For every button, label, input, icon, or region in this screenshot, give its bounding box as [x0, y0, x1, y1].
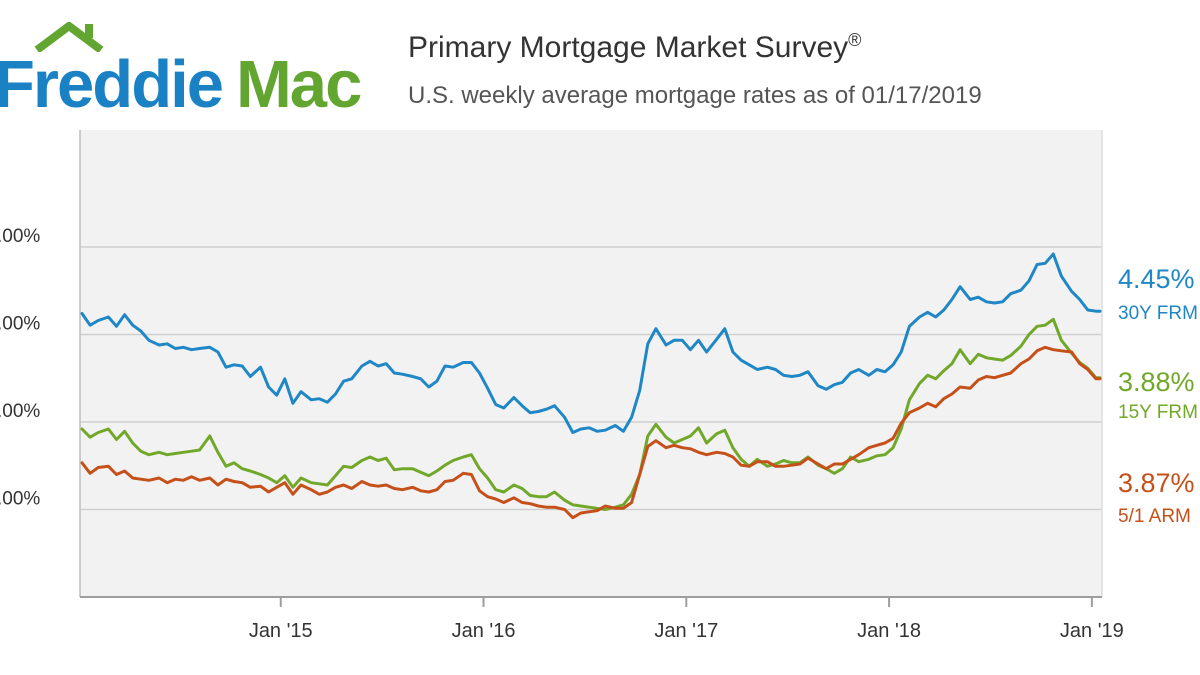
series-end-label-15y: 15Y FRM — [1118, 402, 1198, 423]
house-roof-icon — [34, 22, 104, 52]
plot-area — [80, 130, 1102, 597]
y-tick-label: .00% — [0, 401, 40, 422]
series-line-15y — [80, 317, 1102, 511]
series-end-value-30y: 4.45% — [1118, 264, 1195, 294]
freddie-mac-logo: Freddie Mac — [0, 14, 370, 120]
logo-word-freddie: Freddie — [0, 47, 224, 122]
logo-wordmark: Freddie Mac — [0, 47, 362, 122]
series-end-value-15y: 3.88% — [1118, 367, 1195, 397]
chart-title: Primary Mortgage Market Survey® — [408, 30, 861, 65]
x-tick-label: Jan '17 — [654, 620, 718, 642]
x-tick-label: Jan '16 — [452, 620, 516, 642]
series-end-label-arm: 5/1 ARM — [1118, 506, 1191, 527]
y-tick-label: .00% — [0, 226, 40, 247]
series-line-30y — [80, 252, 1102, 434]
x-tick-label: Jan '18 — [857, 620, 921, 642]
series-end-label-30y: 30Y FRM — [1118, 303, 1198, 324]
series-end-value-arm: 3.87% — [1118, 468, 1195, 498]
y-tick-label: .00% — [0, 489, 40, 510]
chart-subtitle: U.S. weekly average mortgage rates as of… — [408, 82, 982, 109]
registered-mark: ® — [848, 30, 862, 50]
series-line-arm — [80, 345, 1102, 520]
chart-title-text: Primary Mortgage Market Survey — [408, 31, 849, 64]
x-tick-label: Jan '15 — [249, 620, 313, 642]
logo-word-mac: Mac — [236, 47, 362, 122]
y-tick-label: .00% — [0, 314, 40, 335]
x-tick-label: Jan '19 — [1060, 620, 1124, 642]
